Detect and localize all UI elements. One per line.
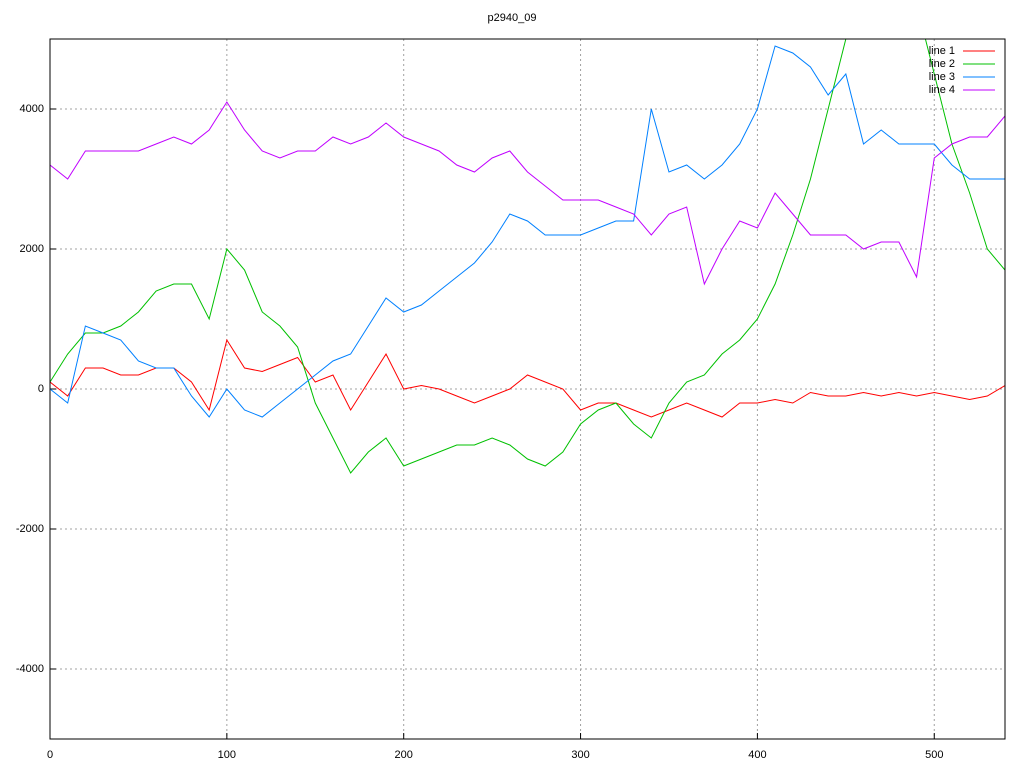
plot-frame xyxy=(49,38,1006,740)
x-tick-label: 300 xyxy=(571,749,589,761)
x-tick-label: 0 xyxy=(47,749,53,761)
grid: 0 100 200 300 400 500 -4000 -2000 0 2000 4000 xyxy=(16,39,1005,761)
series-line xyxy=(50,45,1005,418)
legend-label: line 4 xyxy=(929,84,955,96)
y-tick-label: -2000 xyxy=(16,523,44,535)
x-tick-label: 500 xyxy=(925,749,943,761)
y-tick-label: 2000 xyxy=(20,243,44,255)
y-tick-label: -4000 xyxy=(16,663,44,675)
x-tick-label: 100 xyxy=(218,749,236,761)
y-tick-label: 4000 xyxy=(20,103,44,115)
series-line xyxy=(50,101,1005,286)
legend-label: line 2 xyxy=(929,58,955,70)
x-tick-label: 400 xyxy=(748,749,766,761)
x-tick-label: 200 xyxy=(395,749,413,761)
plot-area xyxy=(50,39,1005,474)
legend-label: line 3 xyxy=(929,71,955,83)
series-line xyxy=(50,338,1005,418)
legend-label: line 1 xyxy=(929,45,955,57)
series-line xyxy=(50,39,1005,474)
y-tick-label: 0 xyxy=(38,383,44,395)
chart-title: p2940_09 xyxy=(488,12,537,24)
